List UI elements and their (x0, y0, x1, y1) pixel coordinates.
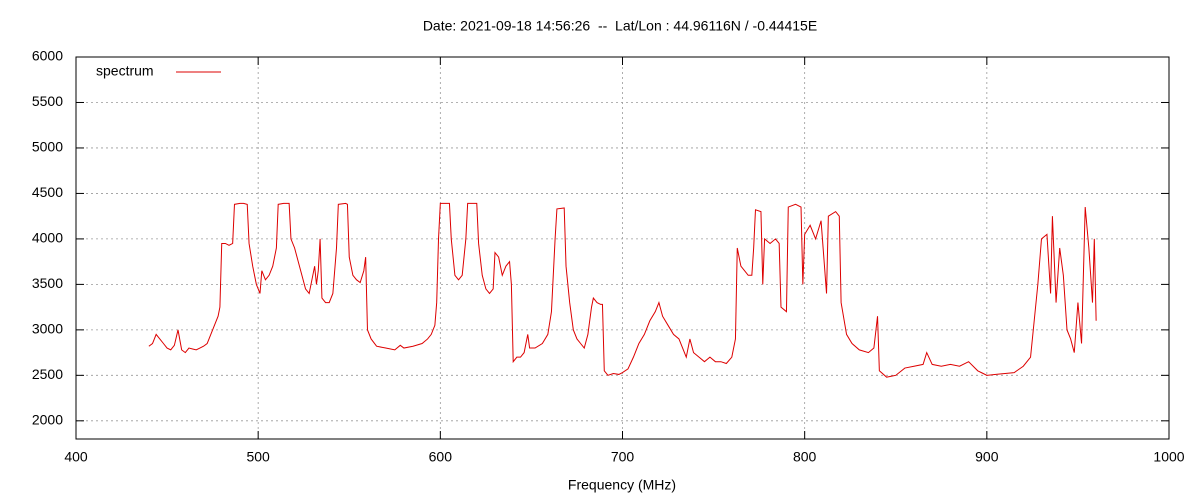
x-tick-label: 800 (793, 449, 817, 465)
y-tick-label: 5000 (32, 139, 63, 155)
x-tick-label: 900 (975, 449, 999, 465)
y-tick-label: 3000 (32, 321, 63, 337)
y-tick-label: 3500 (32, 275, 63, 291)
y-tick-label: 5500 (32, 93, 63, 109)
series-line (148, 202, 1097, 378)
x-tick-label: 500 (246, 449, 270, 465)
x-axis-label: Frequency (MHz) (568, 477, 676, 493)
y-tick-label: 2500 (32, 366, 63, 382)
y-tick-label: 4500 (32, 184, 63, 200)
x-tick-label: 700 (611, 449, 635, 465)
y-tick-label: 4000 (32, 230, 63, 246)
y-tick-label: 2000 (32, 412, 63, 428)
plot-frame (75, 56, 1170, 440)
legend-label: spectrum (96, 63, 154, 79)
x-tick-label: 600 (429, 449, 453, 465)
x-tick-label: 1000 (1153, 449, 1184, 465)
x-tick-label: 400 (64, 449, 88, 465)
y-tick-label: 6000 (32, 48, 63, 64)
chart-title: Date: 2021-09-18 14:56:26 -- Lat/Lon : 4… (423, 18, 817, 34)
